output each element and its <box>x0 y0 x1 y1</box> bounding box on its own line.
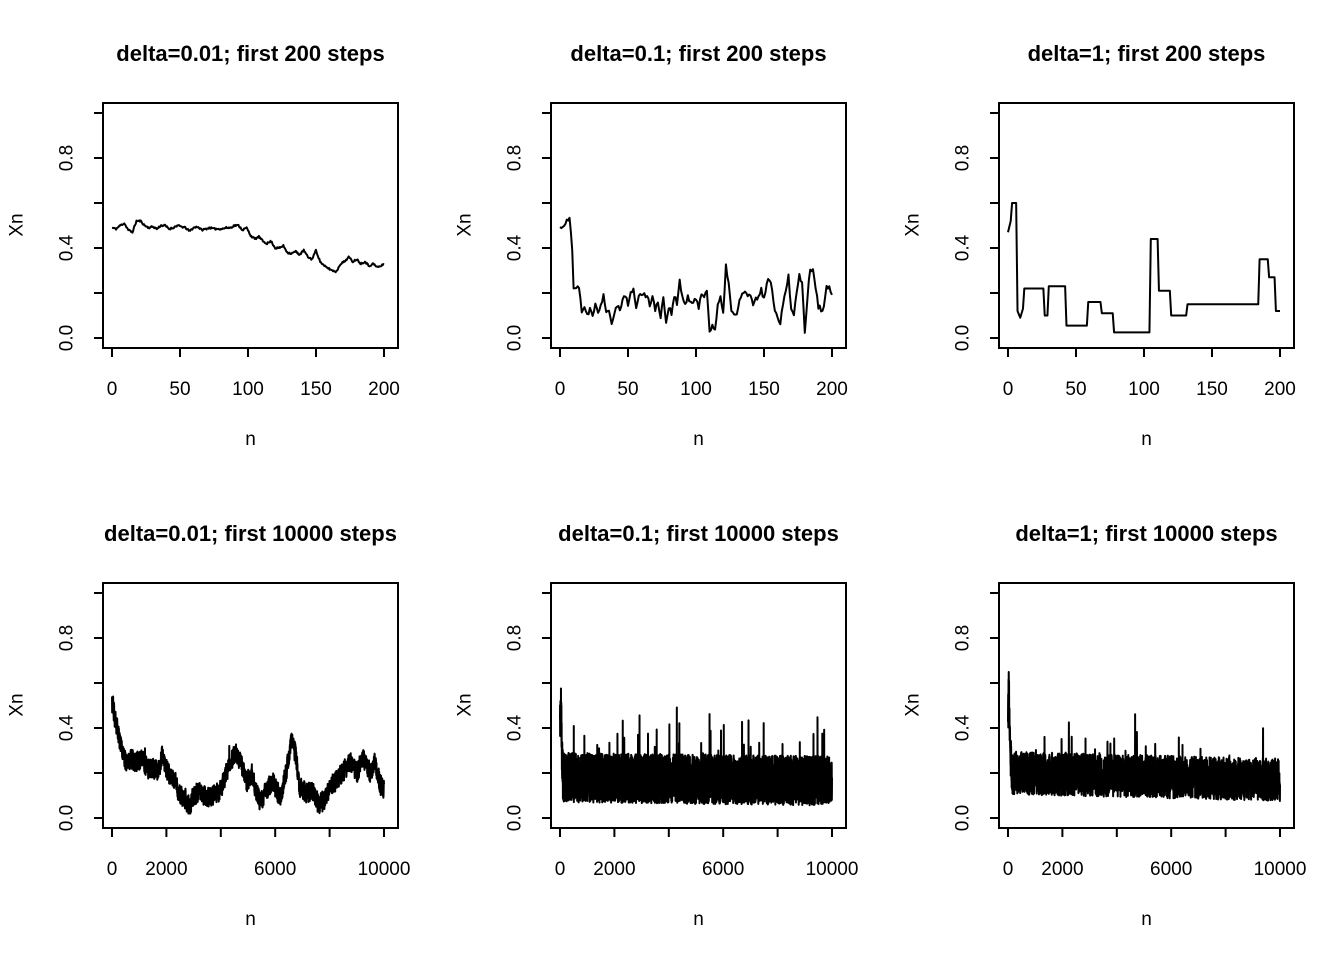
y-tick-label: 0.0 <box>57 805 78 831</box>
plot-box <box>550 102 847 349</box>
trace-line <box>559 687 833 807</box>
x-tick-label: 100 <box>1128 379 1160 400</box>
x-tick-label: 200 <box>816 379 848 400</box>
x-tick-label: 6000 <box>254 859 296 880</box>
x-tick-label: 100 <box>680 379 712 400</box>
y-tick-label: 0.8 <box>505 625 526 651</box>
y-tick-label: 0.0 <box>505 805 526 831</box>
panel-delta-0-1-first-10000-steps: delta=0.1; first 10000 steps Xn n 0 2000 6… <box>448 480 896 960</box>
trace-line <box>559 216 833 334</box>
y-tick-label: 0.0 <box>505 325 526 351</box>
x-tick-label: 6000 <box>702 859 744 880</box>
panel-title: delta=0.1; first 200 steps <box>570 41 827 66</box>
x-axis-label: n <box>245 909 256 930</box>
x-axis-label: n <box>1141 909 1152 930</box>
y-tick-label: 0.4 <box>57 234 78 261</box>
x-tick-label: 200 <box>1264 379 1296 400</box>
x-tick-label: 150 <box>300 379 332 400</box>
trace-plot: 0 2000 6000 10000 0.0 0.4 0.8 <box>57 582 411 880</box>
x-tick-label: 10000 <box>1254 859 1307 880</box>
plot-box <box>550 582 847 829</box>
trace-line <box>111 695 385 815</box>
panel-delta-1-first-10000-steps: delta=1; first 10000 steps Xn n 0 2000 600… <box>896 480 1344 960</box>
x-tick-label: 0 <box>107 379 118 400</box>
x-axis-label: n <box>693 429 704 450</box>
panel-title: delta=0.1; first 10000 steps <box>558 521 839 546</box>
trace-line <box>1007 671 1281 802</box>
trace-line <box>111 219 385 274</box>
trace-plot: 0 50 100 150 200 0.0 0.4 0.8 <box>953 102 1296 400</box>
trace-plot: 0 50 100 150 200 0.0 0.4 0.8 <box>57 102 400 400</box>
x-tick-label: 200 <box>368 379 400 400</box>
x-tick-label: 6000 <box>1150 859 1192 880</box>
x-tick-label: 50 <box>617 379 638 400</box>
y-tick-label: 0.0 <box>953 805 974 831</box>
y-tick-label: 0.0 <box>57 325 78 351</box>
x-tick-label: 50 <box>169 379 190 400</box>
panel-delta-1-first-200-steps: delta=1; first 200 steps Xn n 0 50 100 150 2… <box>896 0 1344 480</box>
plot-box <box>998 582 1295 829</box>
x-tick-label: 100 <box>232 379 264 400</box>
x-tick-label: 2000 <box>145 859 187 880</box>
panel-delta-0-01-first-10000-steps: delta=0.01; first 10000 steps Xn n 0 2000… <box>0 480 448 960</box>
trace-plot: 0 50 100 150 200 0.0 0.4 0.8 <box>505 102 848 400</box>
x-tick-label: 0 <box>1003 379 1014 400</box>
y-tick-label: 0.8 <box>953 625 974 651</box>
trace-plot: 0 2000 6000 10000 0.0 0.4 0.8 <box>505 582 859 880</box>
trace-line <box>1007 202 1281 334</box>
x-tick-label: 150 <box>1196 379 1228 400</box>
x-axis-label: n <box>693 909 704 930</box>
y-tick-label: 0.4 <box>953 714 974 741</box>
panel-title: delta=0.01; first 200 steps <box>116 41 385 66</box>
y-tick-label: 0.8 <box>57 145 78 171</box>
panel-delta-0-1-first-200-steps: delta=0.1; first 200 steps Xn n 0 50 100 15… <box>448 0 896 480</box>
x-tick-label: 2000 <box>1041 859 1083 880</box>
plot-box <box>102 102 399 349</box>
x-axis-label: n <box>1141 429 1152 450</box>
x-tick-label: 0 <box>1003 859 1014 880</box>
plot-box <box>102 582 399 829</box>
x-tick-label: 10000 <box>806 859 859 880</box>
y-tick-label: 0.4 <box>57 714 78 741</box>
y-tick-label: 0.4 <box>505 234 526 261</box>
trace-plot: 0 2000 6000 10000 0.0 0.4 0.8 <box>953 582 1307 880</box>
x-axis-label: n <box>245 429 256 450</box>
y-tick-label: 0.4 <box>505 714 526 741</box>
panel-title: delta=1; first 200 steps <box>1027 41 1266 66</box>
x-tick-label: 0 <box>107 859 118 880</box>
x-tick-label: 2000 <box>593 859 635 880</box>
x-tick-label: 10000 <box>358 859 411 880</box>
y-tick-label: 0.8 <box>953 145 974 171</box>
x-tick-label: 150 <box>748 379 780 400</box>
panel-title: delta=0.01; first 10000 steps <box>104 521 397 546</box>
y-tick-label: 0.0 <box>953 325 974 351</box>
y-tick-label: 0.4 <box>953 234 974 261</box>
x-tick-label: 0 <box>555 379 566 400</box>
panel-delta-0-01-first-200-steps: delta=0.01; first 200 steps Xn n 0 50 100 1… <box>0 0 448 480</box>
panel-title: delta=1; first 10000 steps <box>1015 521 1278 546</box>
y-tick-label: 0.8 <box>505 145 526 171</box>
x-tick-label: 0 <box>555 859 566 880</box>
y-tick-label: 0.8 <box>57 625 78 651</box>
plot-box <box>998 102 1295 349</box>
x-tick-label: 50 <box>1065 379 1086 400</box>
